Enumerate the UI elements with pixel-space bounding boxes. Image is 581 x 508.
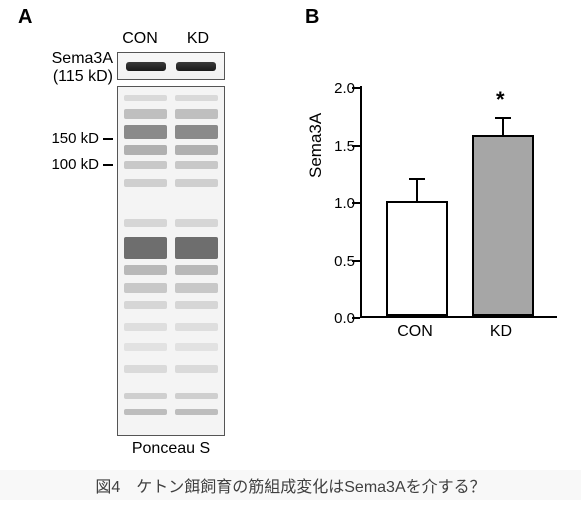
ponceau-band-lane-kd	[175, 95, 218, 101]
ponceau-band-lane-con	[124, 145, 167, 155]
ponceau-band-lane-con	[124, 95, 167, 101]
y-tick-label: 2.0	[315, 80, 355, 97]
y-tick	[352, 87, 360, 89]
ponceau-band	[124, 265, 218, 275]
ponceau-band	[124, 323, 218, 331]
y-tick	[352, 202, 360, 204]
ponceau-band-lane-kd	[175, 343, 218, 351]
error-bar-cap	[495, 117, 511, 119]
y-tick-label: 1.5	[315, 138, 355, 155]
panel-a: CON KD Sema3A (115 kD) 150 kD 100 kD Ponc…	[15, 8, 285, 468]
ponceau-band	[124, 301, 218, 309]
y-tick-label: 0.0	[315, 310, 355, 327]
significance-star: *	[496, 87, 505, 113]
ponceau-band-lane-kd	[175, 265, 218, 275]
bar-chart: * 0.00.51.01.52.0 CONKD	[360, 88, 555, 348]
ponceau-band-lane-con	[124, 393, 167, 399]
error-bar	[416, 180, 418, 203]
ponceau-band-lane-kd	[175, 161, 218, 169]
ponceau-band-lane-kd	[175, 365, 218, 373]
ponceau-band	[124, 283, 218, 293]
ponceau-band-lane-kd	[175, 237, 218, 259]
error-bar-cap	[409, 178, 425, 180]
y-tick-label: 1.0	[315, 195, 355, 212]
mw-marker-label: 100 kD	[51, 156, 99, 173]
ponceau-band-lane-kd	[175, 409, 218, 415]
mw-marker: 150 kD	[25, 130, 113, 147]
ponceau-band-lane-con	[124, 219, 167, 227]
y-tick	[352, 145, 360, 147]
ponceau-band-lane-kd	[175, 301, 218, 309]
ponceau-band-lane-con	[124, 409, 167, 415]
ponceau-band-lane-kd	[175, 323, 218, 331]
ponceau-band-lane-con	[124, 109, 167, 119]
y-tick-label: 0.5	[315, 253, 355, 270]
y-tick	[352, 260, 360, 262]
ponceau-band	[124, 343, 218, 351]
figure-caption: 図4 ケトン餌飼育の筋組成変化はSema3Aを介する？	[0, 470, 581, 500]
plot-area: *	[360, 86, 557, 318]
ponceau-band-lane-kd	[175, 109, 218, 119]
ponceau-band	[124, 219, 218, 227]
lane-headers: CON KD	[116, 30, 222, 48]
lane-label-kd: KD	[174, 30, 222, 48]
ponceau-band	[124, 393, 218, 399]
mw-marker-tick	[103, 138, 113, 140]
mw-marker-label: 150 kD	[51, 130, 99, 147]
lane-label-con: CON	[116, 30, 164, 48]
ponceau-band-lane-con	[124, 179, 167, 187]
ponceau-band-lane-con	[124, 323, 167, 331]
ponceau-band-lane-kd	[175, 179, 218, 187]
mw-marker-tick	[103, 164, 113, 166]
bar-con	[386, 201, 448, 316]
bar-kd	[472, 135, 534, 316]
ponceau-band-lane-con	[124, 237, 167, 259]
ponceau-band-lane-con	[124, 125, 167, 139]
ponceau-band	[124, 179, 218, 187]
ponceau-label: Ponceau S	[117, 440, 225, 458]
ponceau-band	[124, 125, 218, 139]
ponceau-band	[124, 237, 218, 259]
ponceau-blot	[117, 86, 225, 436]
sema3a-blot-strip	[117, 52, 225, 80]
ponceau-band-lane-con	[124, 161, 167, 169]
ponceau-band-lane-con	[124, 343, 167, 351]
ponceau-band-lane-kd	[175, 393, 218, 399]
ponceau-band-lane-con	[124, 365, 167, 373]
ponceau-band-lane-kd	[175, 125, 218, 139]
sema3a-label: Sema3A (115 kD)	[25, 50, 113, 85]
ponceau-band	[124, 95, 218, 101]
ponceau-band-lane-con	[124, 265, 167, 275]
y-tick	[352, 317, 360, 319]
panel-b: Sema3A * 0.00.51.01.52.0 CONKD	[300, 8, 570, 428]
ponceau-band-lane-con	[124, 301, 167, 309]
sema3a-band-con	[126, 62, 166, 71]
sema3a-label-line2: (115 kD)	[53, 68, 113, 85]
ponceau-band-lane-kd	[175, 145, 218, 155]
x-tick-label-kd: KD	[470, 323, 532, 341]
ponceau-band-lane-kd	[175, 219, 218, 227]
ponceau-band	[124, 109, 218, 119]
ponceau-band-lane-con	[124, 283, 167, 293]
error-bar	[502, 119, 504, 137]
mw-marker: 100 kD	[25, 156, 113, 173]
sema3a-label-line1: Sema3A	[52, 50, 113, 67]
ponceau-band	[124, 145, 218, 155]
sema3a-band-kd	[176, 62, 216, 71]
ponceau-band	[124, 409, 218, 415]
figure-root: A B CON KD Sema3A (115 kD) 150 kD100 kD …	[0, 0, 581, 508]
ponceau-band	[124, 365, 218, 373]
ponceau-band-lane-kd	[175, 283, 218, 293]
x-tick-label-con: CON	[384, 323, 446, 341]
ponceau-band	[124, 161, 218, 169]
